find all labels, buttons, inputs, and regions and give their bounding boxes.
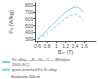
svg-text:Pₒ (W/kg): Pₒ (W/kg) bbox=[8, 10, 14, 34]
svg-text:0.6: 0.6 bbox=[34, 43, 41, 49]
svg-text:1.4: 1.4 bbox=[71, 43, 78, 49]
svg-text:600: 600 bbox=[25, 16, 34, 22]
svg-text:500: 500 bbox=[25, 23, 34, 29]
svg-text:Bₘ (T): Bₘ (T) bbox=[58, 49, 74, 55]
svg-text:thickness 100 m: thickness 100 m bbox=[11, 74, 41, 79]
svg-text:700: 700 bbox=[25, 9, 34, 15]
svg-text:1.2: 1.2 bbox=[62, 43, 69, 49]
svg-text:grain-oriented Fe-Si alloy: grain-oriented Fe-Si alloy bbox=[12, 67, 57, 72]
svg-text:1: 1 bbox=[55, 43, 58, 49]
svg-text:1.6: 1.6 bbox=[81, 43, 88, 49]
svg-text:300: 300 bbox=[25, 36, 34, 42]
svg-text:Fe alloy₀.₈₁B₁.₂Si₀.₈C₀.₂ (Met: Fe alloy₀.₈₁B₁.₂Si₀.₈C₀.₂ (Metglas bbox=[12, 57, 72, 63]
svg-text:400: 400 bbox=[25, 29, 34, 35]
svg-text:0.8: 0.8 bbox=[43, 43, 50, 49]
svg-text:2605-SC): 2605-SC) bbox=[12, 62, 30, 67]
svg-text:800: 800 bbox=[25, 2, 34, 8]
